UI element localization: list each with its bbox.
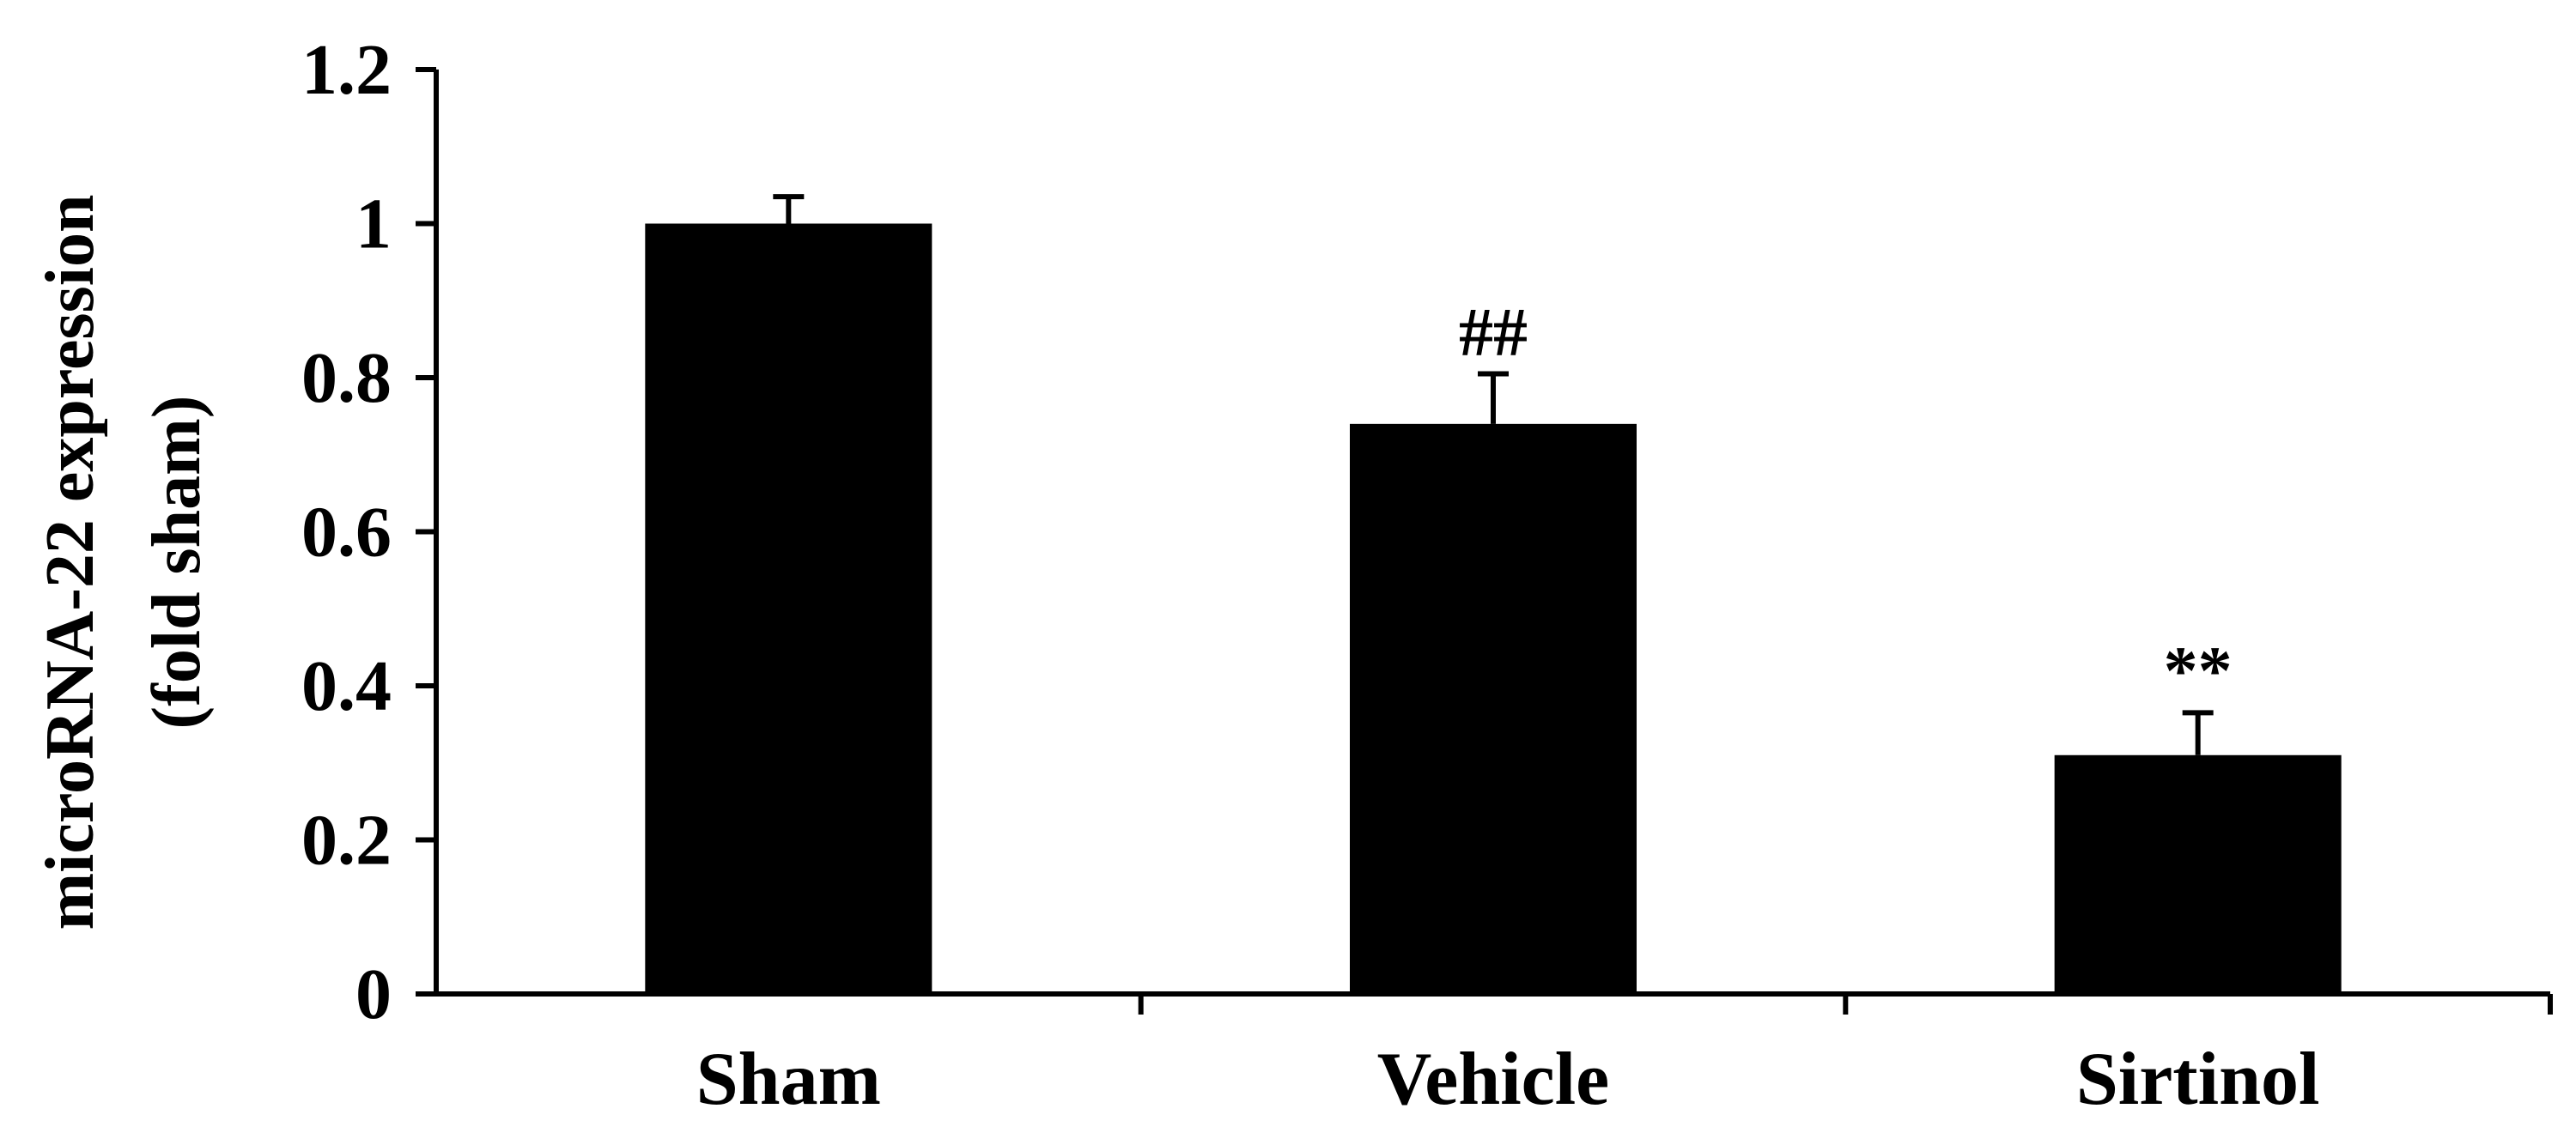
- significance-mark-vehicle: ##: [1459, 295, 1528, 371]
- bar-sham: [645, 223, 933, 994]
- y-tick-label: 1: [355, 185, 392, 264]
- y-tick-label: 0.6: [301, 493, 392, 573]
- y-tick-label: 0.2: [301, 801, 392, 881]
- y-ticks-group: 0 0.2 0.4 0.6 0.8 1 1.2: [301, 30, 436, 1034]
- y-tick-label: 0: [355, 954, 392, 1034]
- significance-mark-sirtinol: **: [2164, 633, 2233, 709]
- bar-vehicle: [1350, 423, 1637, 995]
- y-tick-label: 0.8: [301, 338, 392, 418]
- category-label-sham: Sham: [696, 1038, 881, 1121]
- bars-group: [645, 223, 2342, 995]
- y-axis-title: microRNA-22 expression (fold sham): [33, 195, 215, 930]
- y-axis-label-line-1: microRNA-22 expression: [33, 195, 108, 930]
- y-tick-label: 1.2: [301, 30, 392, 110]
- y-tick-label: 0.4: [301, 646, 392, 726]
- significance-annotations: ## **: [1459, 295, 2233, 710]
- category-label-vehicle: Vehicle: [1377, 1038, 1610, 1121]
- category-labels-group: Sham Vehicle Sirtinol: [696, 1038, 2320, 1121]
- bar-sirtinol: [2054, 754, 2342, 994]
- category-label-sirtinol: Sirtinol: [2076, 1038, 2320, 1121]
- y-axis-label-line-2: (fold sham): [139, 396, 215, 730]
- error-bars-group: [773, 194, 2214, 755]
